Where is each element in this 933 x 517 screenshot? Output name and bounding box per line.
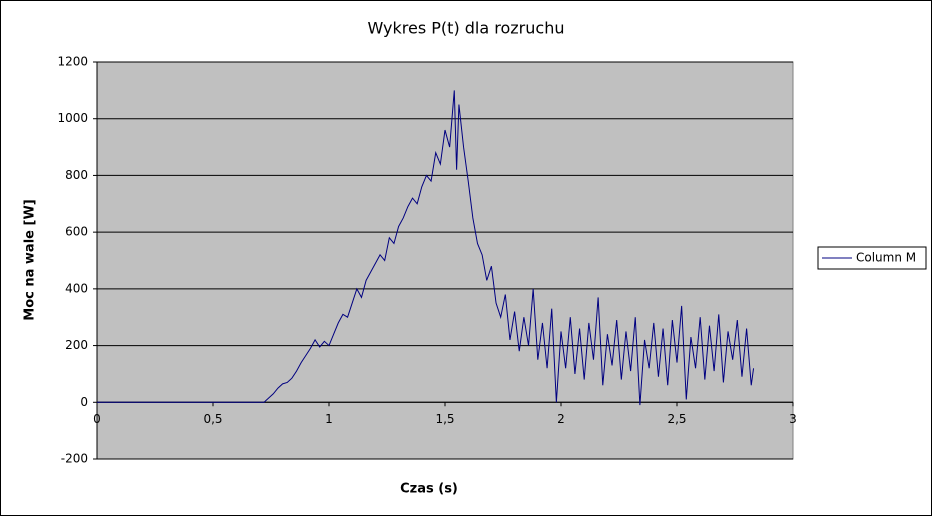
x-tick-label: 1 <box>325 412 333 426</box>
data-line <box>97 90 755 406</box>
x-tick-label: 0,5 <box>203 412 222 426</box>
x-axis-label: Czas (s) <box>400 482 458 497</box>
y-tick-label: 1000 <box>57 111 88 125</box>
legend-box <box>817 246 927 270</box>
y-tick-label: 400 <box>65 281 88 295</box>
plot-area <box>96 61 794 460</box>
x-tick-label: 2,5 <box>667 412 686 426</box>
y-tick-label: 600 <box>65 225 88 239</box>
y-tick-label: 200 <box>65 338 88 352</box>
x-tick-label: 2 <box>557 412 565 426</box>
x-tick-label: 0 <box>93 412 101 426</box>
y-tick-label: 800 <box>65 168 88 182</box>
x-tick-label: 1,5 <box>435 412 454 426</box>
legend-label: Column M <box>856 251 916 265</box>
y-tick-label: 1200 <box>57 55 88 69</box>
y-tick-label: -200 <box>61 452 88 466</box>
y-tick-label: 0 <box>80 395 88 409</box>
x-tick-label: 3 <box>789 412 797 426</box>
chart-title: Wykres P(t) dla rozruchu <box>368 19 565 38</box>
y-axis-label: Moc na wale [W] <box>23 199 38 320</box>
